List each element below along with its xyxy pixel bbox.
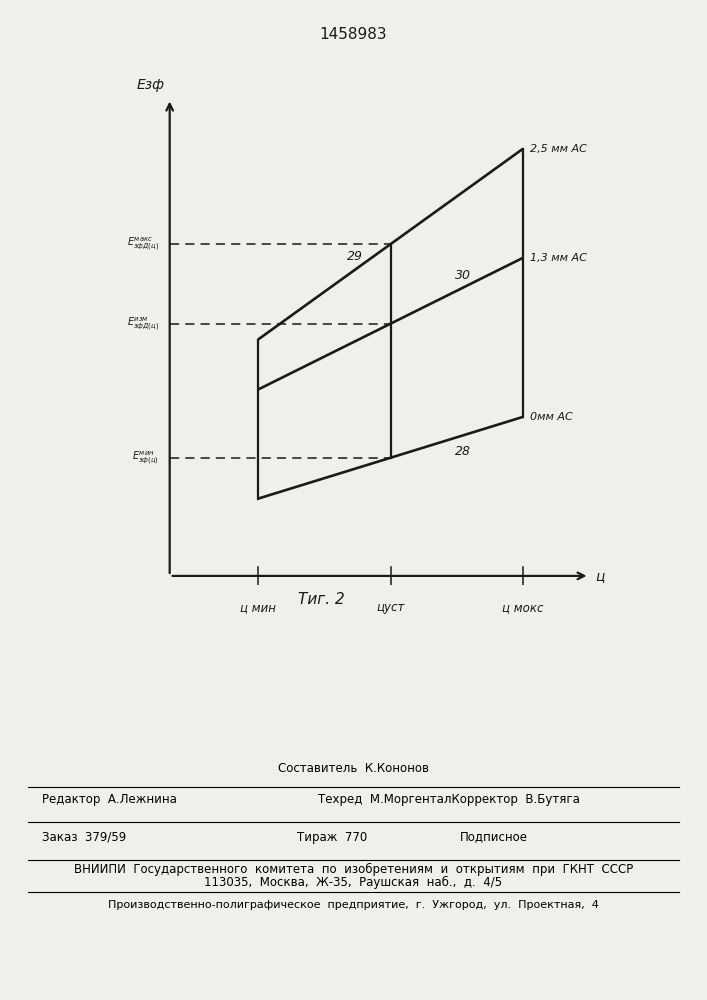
Text: 30: 30 (455, 269, 471, 282)
Text: 113035,  Москва,  Ж-35,  Раушская  наб.,  д.  4/5: 113035, Москва, Ж-35, Раушская наб., д. … (204, 875, 503, 889)
Text: $E^{изм}_{зфД(ц)}$: $E^{изм}_{зфД(ц)}$ (127, 315, 159, 332)
Text: Редактор  А.Лежнина: Редактор А.Лежнина (42, 794, 177, 806)
Text: Производственно-полиграфическое  предприятие,  г.  Ужгород,  ул.  Проектная,  4: Производственно-полиграфическое предприя… (108, 900, 599, 910)
Text: Заказ  379/59: Заказ 379/59 (42, 830, 127, 844)
Text: ц мокс: ц мокс (503, 601, 544, 614)
Text: $E^{макс}_{зфД(ц)}$: $E^{макс}_{зфД(ц)}$ (127, 236, 159, 252)
Text: Техред  М.МоргенталКорректор  В.Бутяга: Техред М.МоргенталКорректор В.Бутяга (318, 794, 580, 806)
Text: 1,3 мм АС: 1,3 мм АС (530, 253, 587, 263)
Text: Eзф: Eзф (136, 78, 164, 92)
Text: Тираж  770: Тираж 770 (297, 830, 367, 844)
Text: Подписное: Подписное (460, 830, 527, 844)
Text: Составитель  К.Кононов: Составитель К.Кононов (278, 762, 429, 774)
Text: ц мин: ц мин (240, 601, 276, 614)
Text: 1458983: 1458983 (320, 27, 387, 42)
Text: ц: ц (595, 569, 605, 583)
Text: 28: 28 (455, 445, 471, 458)
Text: $E^{мин}_{зф (ц)}$: $E^{мин}_{зф (ц)}$ (132, 449, 159, 466)
Text: цуст: цуст (376, 601, 405, 614)
Text: 0мм АС: 0мм АС (530, 412, 573, 422)
Text: 29: 29 (347, 250, 363, 263)
Text: 2,5 мм АС: 2,5 мм АС (530, 144, 587, 154)
Text: Τиг. 2: Τиг. 2 (298, 592, 345, 607)
Text: ВНИИПИ  Государственного  комитета  по  изобретениям  и  открытиям  при  ГКНТ  С: ВНИИПИ Государственного комитета по изоб… (74, 862, 633, 876)
